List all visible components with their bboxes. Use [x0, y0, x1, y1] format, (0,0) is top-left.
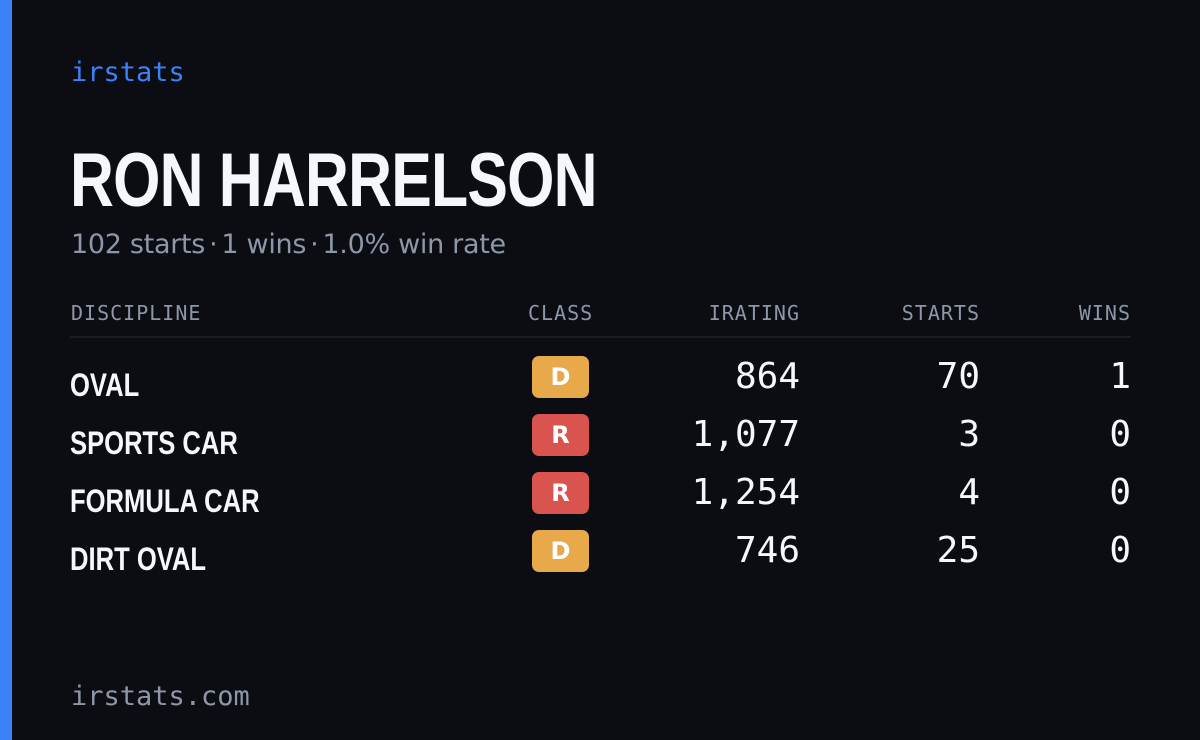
table-row: DIRT OVAL D 746 25 0	[70, 528, 1131, 586]
row-wins: 0	[1109, 530, 1131, 571]
class-badge: R	[532, 472, 589, 514]
header-discipline: DISCIPLINE	[71, 301, 202, 325]
table-row: OVAL D 864 70 1	[70, 354, 1131, 412]
row-discipline: DIRT OVAL	[70, 541, 207, 577]
row-starts: 25	[936, 530, 980, 571]
summary-separator: ·	[209, 229, 218, 260]
summary-win-rate: 1.0% win rate	[322, 229, 506, 260]
row-irating: 1,077	[691, 414, 800, 455]
footer-domain[interactable]: irstats.com	[71, 681, 250, 712]
row-wins: 0	[1109, 414, 1131, 455]
class-badge: D	[532, 530, 589, 572]
table-row: FORMULA CAR R 1,254 4 0	[70, 470, 1131, 528]
summary-starts: 102 starts	[71, 229, 206, 260]
header-irating: IRATING	[708, 301, 800, 325]
header-wins: WINS	[1078, 301, 1131, 325]
class-badge: D	[532, 356, 589, 398]
row-discipline: SPORTS CAR	[70, 425, 238, 461]
driver-name: RON HARRELSON	[70, 138, 597, 223]
row-wins: 1	[1109, 356, 1131, 397]
brand-logo[interactable]: irstats	[71, 57, 185, 88]
table-header: DISCIPLINE CLASS IRATING STARTS WINS	[70, 296, 1131, 338]
driver-summary: 102 starts · 1 wins · 1.0% win rate	[71, 228, 506, 262]
table-row: SPORTS CAR R 1,077 3 0	[70, 412, 1131, 470]
row-starts: 3	[958, 414, 980, 455]
row-discipline: OVAL	[70, 367, 140, 403]
class-badge: R	[532, 414, 589, 456]
accent-bar	[0, 0, 12, 740]
table-body: OVAL D 864 70 1 SPORTS CAR R 1,077 3 0 F…	[70, 354, 1131, 586]
row-starts: 4	[958, 472, 980, 513]
row-irating: 1,254	[691, 472, 800, 513]
header-starts: STARTS	[901, 301, 980, 325]
header-class: CLASS	[528, 301, 594, 325]
discipline-table: DISCIPLINE CLASS IRATING STARTS WINS OVA…	[70, 296, 1131, 586]
summary-separator: ·	[310, 229, 319, 260]
row-discipline: FORMULA CAR	[70, 483, 260, 519]
summary-wins: 1 wins	[221, 229, 307, 260]
row-starts: 70	[936, 356, 980, 397]
row-irating: 864	[734, 356, 800, 397]
row-irating: 746	[734, 530, 800, 571]
row-wins: 0	[1109, 472, 1131, 513]
